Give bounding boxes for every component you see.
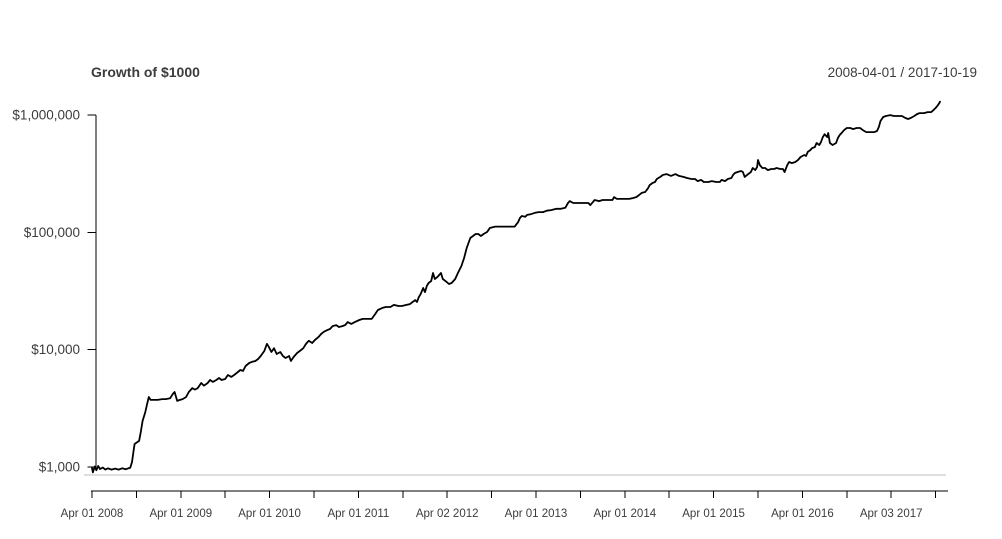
x-tick-label: Apr 01 2014 xyxy=(593,508,656,520)
chart-date-range: 2008-04-01 / 2017-10-19 xyxy=(827,65,977,80)
x-tick-label: Apr 01 2008 xyxy=(61,508,124,520)
growth-line xyxy=(91,100,941,474)
x-tick-label: Apr 01 2011 xyxy=(327,508,389,520)
x-tick-label: Apr 01 2013 xyxy=(505,508,568,520)
x-tick-label: Apr 02 2012 xyxy=(416,508,479,520)
chart-title: Growth of $1000 xyxy=(91,64,200,80)
y-tick-label: $10,000 xyxy=(31,342,80,357)
x-tick-label: Apr 01 2010 xyxy=(238,508,301,520)
x-tick-label: Apr 01 2009 xyxy=(149,508,212,520)
y-tick-label: $1,000 xyxy=(39,460,80,475)
x-tick-label: Apr 01 2015 xyxy=(682,508,745,520)
y-tick-label: $100,000 xyxy=(24,225,80,240)
y-tick-label: $1,000,000 xyxy=(12,108,80,123)
x-tick-label: Apr 01 2016 xyxy=(771,508,834,520)
x-tick-label: Apr 03 2017 xyxy=(860,508,923,520)
